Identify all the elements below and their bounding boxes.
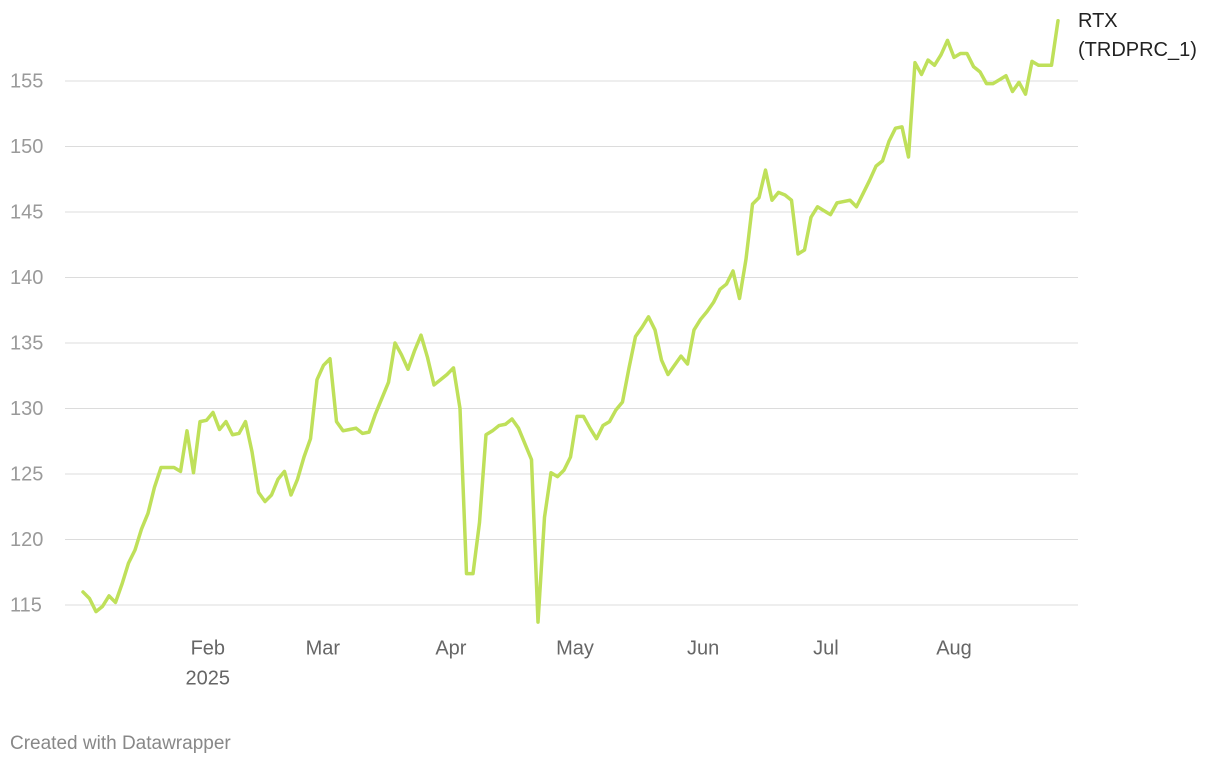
y-tick-label: 145: [10, 201, 43, 223]
y-tick-label: 125: [10, 463, 43, 485]
y-tick-label: 140: [10, 267, 43, 289]
footer: Created with Datawrapper: [10, 733, 231, 754]
y-tick-label: 135: [10, 332, 43, 354]
x-tick-label: Jul: [813, 637, 839, 659]
x-tick-label: Apr: [435, 637, 466, 659]
x-tick-label: Mar: [306, 637, 341, 659]
y-tick-label: 150: [10, 136, 43, 158]
y-tick-label: 130: [10, 398, 43, 420]
y-tick-label: 120: [10, 529, 43, 551]
x-year-label: 2025: [186, 667, 231, 689]
x-tick-label: Aug: [936, 637, 972, 659]
y-tick-label: 155: [10, 70, 43, 92]
x-tick-label: Jun: [687, 637, 719, 659]
line: [81, 18, 1060, 624]
x-tick-label: Feb: [191, 637, 225, 659]
y-tick-label: 115: [10, 594, 42, 616]
x-tick-label: May: [556, 637, 594, 659]
series-label: RTX (TRDPRC_1): [1078, 10, 1197, 61]
